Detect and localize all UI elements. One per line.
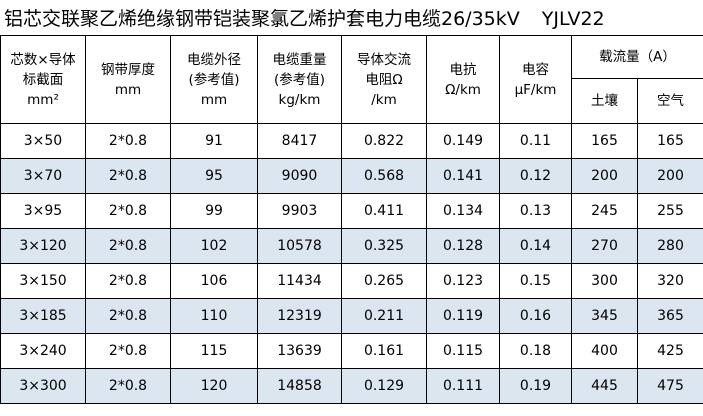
cell-capacitance: 0.16 xyxy=(499,298,572,334)
cell-section: 3×95 xyxy=(0,193,86,229)
cell-weight: 10578 xyxy=(257,228,342,264)
header-section: 芯数×导体 标截面 mm² xyxy=(0,35,86,124)
cell-air: 280 xyxy=(637,228,703,264)
header-outer-diameter: 电缆外径 (参考值) mm xyxy=(170,35,258,124)
cell-steel-tape: 2*0.8 xyxy=(85,263,171,299)
title-text: 铝芯交联聚乙烯绝缘钢带铠装聚氯乙烯护套电力电缆26/35kV xyxy=(4,8,520,30)
cell-outer-diameter: 110 xyxy=(170,298,258,334)
cell-capacitance: 0.14 xyxy=(499,228,572,264)
cell-ac-resistance: 0.265 xyxy=(341,263,427,299)
cell-soil: 445 xyxy=(571,368,638,404)
cell-ac-resistance: 0.161 xyxy=(341,333,427,369)
cell-weight: 11434 xyxy=(257,263,342,299)
table-row: 3×50 2*0.8 91 8417 0.822 0.149 0.11 165 165 xyxy=(0,123,703,159)
model-code: YJLV22 xyxy=(541,8,605,30)
cell-soil: 300 xyxy=(571,263,638,299)
cell-capacitance: 0.13 xyxy=(499,193,572,229)
cell-weight: 8417 xyxy=(257,123,342,159)
cell-soil: 345 xyxy=(571,298,638,334)
header-air: 空气 xyxy=(637,78,703,124)
cell-section: 3×120 xyxy=(0,228,86,264)
cell-weight: 14858 xyxy=(257,368,342,404)
cell-air: 365 xyxy=(637,298,703,334)
cell-inductance: 0.141 xyxy=(426,158,500,194)
cell-soil: 245 xyxy=(571,193,638,229)
cell-steel-tape: 2*0.8 xyxy=(85,333,171,369)
cell-capacitance: 0.12 xyxy=(499,158,572,194)
cell-section: 3×185 xyxy=(0,298,86,334)
cell-ac-resistance: 0.411 xyxy=(341,193,427,229)
cell-section: 3×300 xyxy=(0,368,86,404)
cell-steel-tape: 2*0.8 xyxy=(85,368,171,404)
cell-outer-diameter: 95 xyxy=(170,158,258,194)
cell-inductance: 0.128 xyxy=(426,228,500,264)
cell-ac-resistance: 0.129 xyxy=(341,368,427,404)
cell-soil: 165 xyxy=(571,123,638,159)
cell-outer-diameter: 115 xyxy=(170,333,258,369)
cell-outer-diameter: 91 xyxy=(170,123,258,159)
header-ampacity: 载流量（A） xyxy=(571,35,703,79)
table-row: 3×150 2*0.8 106 11434 0.265 0.123 0.15 300 320 xyxy=(0,263,703,299)
cell-air: 475 xyxy=(637,368,703,404)
cell-section: 3×50 xyxy=(0,123,86,159)
header-capacitance: 电容 μF/km xyxy=(499,35,572,124)
cell-capacitance: 0.15 xyxy=(499,263,572,299)
document-title: 铝芯交联聚乙烯绝缘钢带铠装聚氯乙烯护套电力电缆26/35kV YJLV22 xyxy=(4,6,605,32)
cell-weight: 9090 xyxy=(257,158,342,194)
cell-weight: 12319 xyxy=(257,298,342,334)
cell-steel-tape: 2*0.8 xyxy=(85,158,171,194)
cell-inductance: 0.115 xyxy=(426,333,500,369)
cell-inductance: 0.111 xyxy=(426,368,500,404)
cell-steel-tape: 2*0.8 xyxy=(85,193,171,229)
table-row: 3×95 2*0.8 99 9903 0.411 0.134 0.13 245 255 xyxy=(0,193,703,229)
cell-section: 3×240 xyxy=(0,333,86,369)
cable-spec-table: 芯数×导体 标截面 mm² 钢带厚度 mm 电缆外径 (参考值) mm 电缆重量… xyxy=(0,35,703,404)
header-steel-tape: 钢带厚度 mm xyxy=(85,35,171,124)
cell-section: 3×150 xyxy=(0,263,86,299)
cell-steel-tape: 2*0.8 xyxy=(85,123,171,159)
header-inductance: 电抗 Ω/km xyxy=(426,35,500,124)
cell-ac-resistance: 0.211 xyxy=(341,298,427,334)
table-row: 3×300 2*0.8 120 14858 0.129 0.111 0.19 445 475 xyxy=(0,368,703,404)
cell-air: 200 xyxy=(637,158,703,194)
table-row: 3×70 2*0.8 95 9090 0.568 0.141 0.12 200 200 xyxy=(0,158,703,194)
table-row: 3×240 2*0.8 115 13639 0.161 0.115 0.18 400 425 xyxy=(0,333,703,369)
cell-inductance: 0.149 xyxy=(426,123,500,159)
cell-inductance: 0.134 xyxy=(426,193,500,229)
cell-air: 165 xyxy=(637,123,703,159)
cell-steel-tape: 2*0.8 xyxy=(85,298,171,334)
cell-soil: 400 xyxy=(571,333,638,369)
cell-weight: 9903 xyxy=(257,193,342,229)
cell-air: 425 xyxy=(637,333,703,369)
table-row: 3×185 2*0.8 110 12319 0.211 0.119 0.16 345 365 xyxy=(0,298,703,334)
cell-section: 3×70 xyxy=(0,158,86,194)
cell-air: 320 xyxy=(637,263,703,299)
cell-capacitance: 0.11 xyxy=(499,123,572,159)
header-soil: 土壤 xyxy=(571,78,638,124)
cell-air: 255 xyxy=(637,193,703,229)
cell-inductance: 0.123 xyxy=(426,263,500,299)
cell-steel-tape: 2*0.8 xyxy=(85,228,171,264)
cell-outer-diameter: 106 xyxy=(170,263,258,299)
cell-outer-diameter: 99 xyxy=(170,193,258,229)
cell-soil: 270 xyxy=(571,228,638,264)
cell-weight: 13639 xyxy=(257,333,342,369)
cell-soil: 200 xyxy=(571,158,638,194)
cell-capacitance: 0.18 xyxy=(499,333,572,369)
cell-ac-resistance: 0.568 xyxy=(341,158,427,194)
cell-outer-diameter: 120 xyxy=(170,368,258,404)
header-weight: 电缆重量 (参考值) kg/km xyxy=(257,35,342,124)
cell-capacitance: 0.19 xyxy=(499,368,572,404)
table-row: 3×120 2*0.8 102 10578 0.325 0.128 0.14 270 280 xyxy=(0,228,703,264)
cell-ac-resistance: 0.325 xyxy=(341,228,427,264)
cell-ac-resistance: 0.822 xyxy=(341,123,427,159)
header-ac-resistance: 导体交流 电阻Ω /km xyxy=(341,35,427,124)
cell-inductance: 0.119 xyxy=(426,298,500,334)
cell-outer-diameter: 102 xyxy=(170,228,258,264)
